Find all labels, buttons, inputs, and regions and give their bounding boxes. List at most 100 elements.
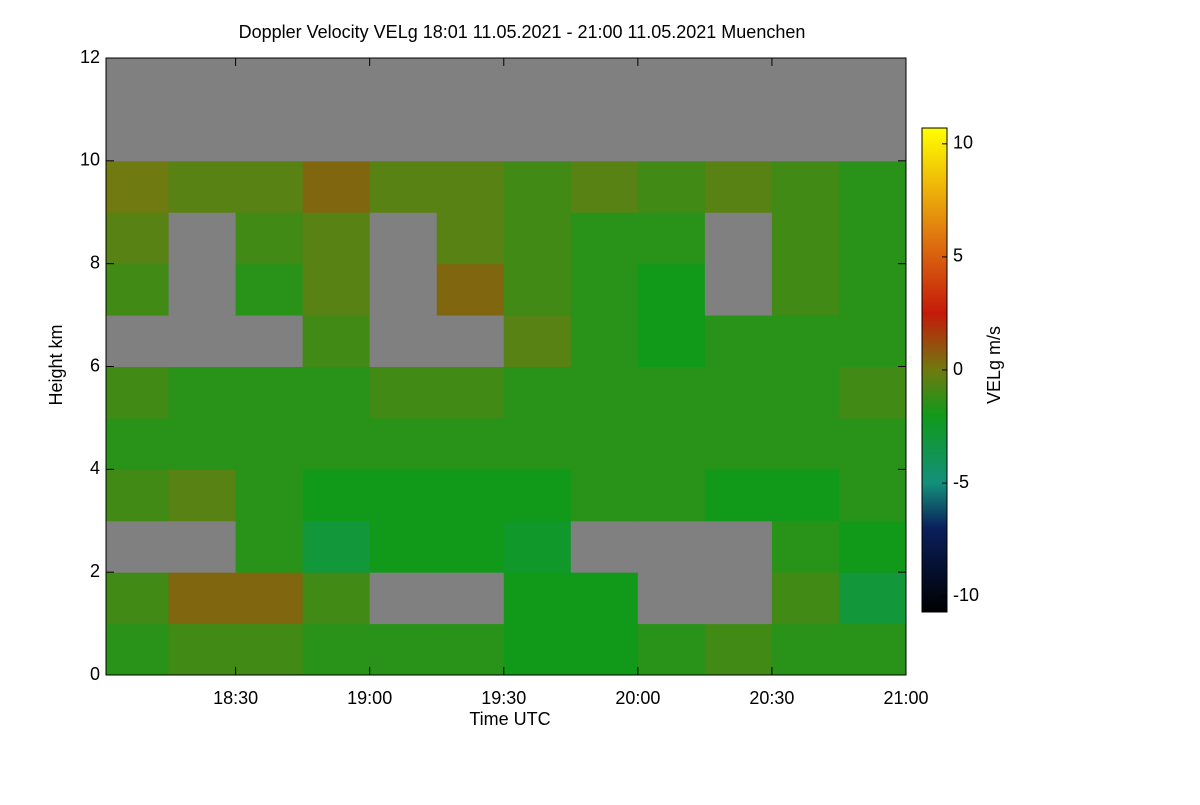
heatmap-cell [570,572,639,625]
heatmap-cell [503,263,572,316]
heatmap-cell [503,417,572,470]
colorbar-tick-label: -5 [953,472,969,492]
heatmap-cell [704,109,773,162]
heatmap-cell [106,469,170,522]
y-axis-label: Height km [46,324,66,405]
heatmap-cell [235,58,304,110]
heatmap-cell [637,572,706,625]
heatmap-cell [838,572,906,625]
heatmap-cell [503,572,572,625]
heatmap-cell [704,417,773,470]
heatmap-cell [369,58,438,110]
y-tick-label: 8 [90,252,100,272]
heatmap-cell [570,366,639,419]
y-tick-label: 10 [80,150,100,170]
heatmap-cell [771,58,840,110]
heatmap-cell [570,520,639,573]
heatmap-cell [771,417,840,470]
x-tick-label: 19:30 [481,688,526,708]
heatmap-cell [570,58,639,110]
heatmap-cell [838,315,906,367]
heatmap-cell [302,623,371,675]
colorbar-label: VELg m/s [984,326,1004,404]
heatmap-cell [503,212,572,265]
heatmap-cell [838,212,906,265]
heatmap-cell [369,417,438,470]
heatmap-cell [106,160,170,213]
heatmap-cell [436,160,505,213]
heatmap-cell [637,366,706,419]
heatmap-cell [235,417,304,470]
heatmap-cell [637,417,706,470]
y-tick-label: 4 [90,458,100,478]
heatmap-cell [503,623,572,675]
heatmap-cell [771,109,840,162]
x-tick-label: 19:00 [347,688,392,708]
heatmap-cell [369,623,438,675]
heatmap-cell [838,58,906,110]
heatmap-cell [771,263,840,316]
heatmap-cell [704,315,773,367]
heatmap-cell [570,417,639,470]
heatmap-cell [838,417,906,470]
heatmap-cell [637,58,706,110]
heatmap-cell [570,109,639,162]
heatmap-cell [838,263,906,316]
x-axis-label: Time UTC [469,709,550,729]
heatmap-cell [704,623,773,675]
x-tick-label: 18:30 [213,688,258,708]
heatmap-cell [704,58,773,110]
chart-title: Doppler Velocity VELg 18:01 11.05.2021 -… [239,22,806,42]
x-tick-label: 21:00 [883,688,928,708]
heatmap-cell [771,520,840,573]
heatmap-cell [436,572,505,625]
heatmap [106,58,906,675]
heatmap-cell [168,263,237,316]
heatmap-cell [771,469,840,522]
heatmap-cell [106,520,170,573]
heatmap-cell [106,109,170,162]
heatmap-cell [369,366,438,419]
heatmap-cell [704,366,773,419]
heatmap-cell [503,469,572,522]
heatmap-cell [771,572,840,625]
heatmap-cell [436,263,505,316]
heatmap-cell [570,263,639,316]
colorbar-tick-label: 10 [953,133,973,153]
heatmap-cell [570,623,639,675]
heatmap-cell [771,623,840,675]
y-tick-label: 12 [80,47,100,67]
heatmap-cell [637,160,706,213]
heatmap-cell [168,572,237,625]
heatmap-cell [302,572,371,625]
heatmap-cell [106,572,170,625]
heatmap-cell [302,109,371,162]
heatmap-cell [704,520,773,573]
heatmap-cell [168,469,237,522]
heatmap-cell [106,212,170,265]
heatmap-cell [106,58,170,110]
heatmap-cell [302,160,371,213]
heatmap-cell [235,520,304,573]
heatmap-cell [235,109,304,162]
heatmap-cell [436,212,505,265]
heatmap-cell [106,315,170,367]
heatmap-cell [302,212,371,265]
heatmap-cell [302,366,371,419]
heatmap-cell [235,469,304,522]
heatmap-cell [704,263,773,316]
y-tick-label: 6 [90,355,100,375]
heatmap-cell [771,366,840,419]
heatmap-cell [704,212,773,265]
heatmap-cell [637,109,706,162]
heatmap-cell [106,263,170,316]
heatmap-cell [637,469,706,522]
heatmap-cell [771,212,840,265]
heatmap-cell [570,315,639,367]
heatmap-cell [436,623,505,675]
heatmap-cell [503,160,572,213]
heatmap-cell [168,212,237,265]
heatmap-cell [637,263,706,316]
heatmap-cell [637,212,706,265]
